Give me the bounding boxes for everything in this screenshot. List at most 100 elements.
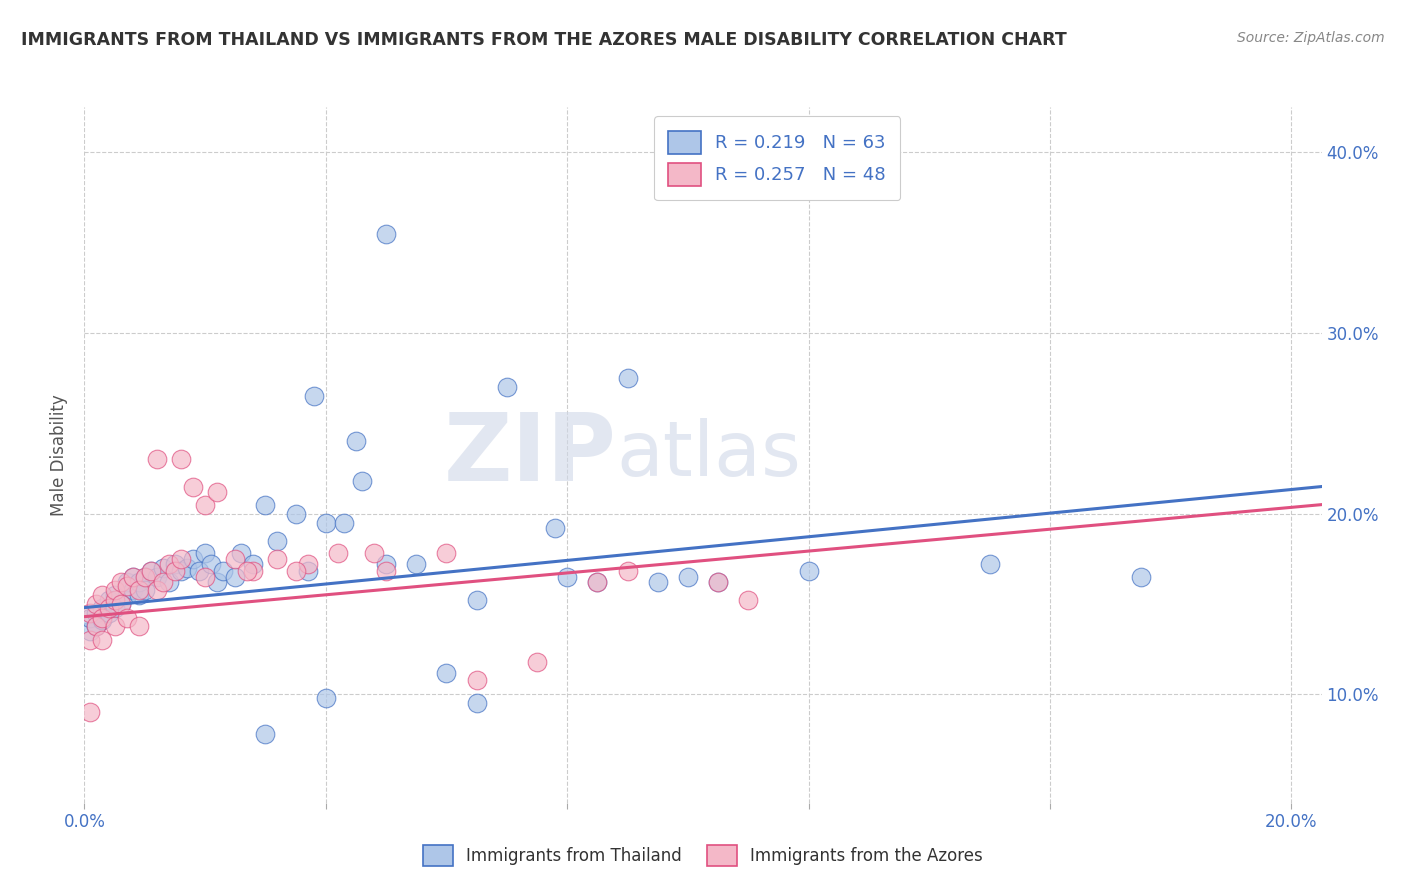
Point bbox=[266, 533, 288, 548]
Point bbox=[326, 546, 349, 560]
Point bbox=[110, 597, 132, 611]
Point bbox=[86, 606, 108, 620]
Point bbox=[86, 597, 108, 611]
Point bbox=[139, 565, 162, 579]
Point bbox=[170, 565, 193, 579]
Point bbox=[205, 485, 228, 500]
Point bbox=[586, 575, 609, 590]
Point bbox=[146, 452, 169, 467]
Point bbox=[134, 582, 156, 597]
Legend: R = 0.219   N = 63, R = 0.257   N = 48: R = 0.219 N = 63, R = 0.257 N = 48 bbox=[654, 116, 900, 201]
Point bbox=[79, 624, 101, 639]
Point bbox=[242, 558, 264, 572]
Point bbox=[266, 551, 288, 566]
Point bbox=[254, 498, 277, 512]
Point bbox=[110, 575, 132, 590]
Point bbox=[103, 600, 125, 615]
Point bbox=[181, 479, 204, 493]
Point bbox=[79, 611, 101, 625]
Point bbox=[91, 600, 114, 615]
Point bbox=[284, 507, 307, 521]
Point bbox=[465, 593, 488, 607]
Point bbox=[97, 593, 120, 607]
Point bbox=[103, 588, 125, 602]
Point bbox=[79, 633, 101, 648]
Point bbox=[375, 565, 398, 579]
Point bbox=[333, 516, 356, 530]
Point bbox=[86, 618, 108, 632]
Point bbox=[436, 546, 458, 560]
Point bbox=[157, 558, 180, 572]
Point bbox=[616, 371, 638, 385]
Point bbox=[1129, 570, 1152, 584]
Point bbox=[103, 593, 125, 607]
Point bbox=[254, 727, 277, 741]
Point bbox=[110, 597, 132, 611]
Y-axis label: Male Disability: Male Disability bbox=[51, 394, 69, 516]
Point bbox=[121, 570, 143, 584]
Point bbox=[676, 570, 699, 584]
Point bbox=[436, 665, 458, 680]
Point bbox=[586, 575, 609, 590]
Point bbox=[297, 565, 319, 579]
Point bbox=[647, 575, 669, 590]
Point bbox=[212, 565, 235, 579]
Point bbox=[163, 558, 186, 572]
Point bbox=[181, 551, 204, 566]
Point bbox=[236, 565, 259, 579]
Point bbox=[79, 706, 101, 720]
Point bbox=[157, 575, 180, 590]
Point bbox=[544, 521, 567, 535]
Point bbox=[115, 611, 138, 625]
Point bbox=[97, 606, 120, 620]
Point bbox=[128, 588, 150, 602]
Point bbox=[315, 516, 337, 530]
Point bbox=[797, 565, 820, 579]
Point bbox=[121, 570, 143, 584]
Point bbox=[128, 582, 150, 597]
Point bbox=[115, 575, 138, 590]
Point bbox=[128, 575, 150, 590]
Point bbox=[91, 633, 114, 648]
Point bbox=[231, 546, 253, 560]
Point bbox=[616, 565, 638, 579]
Point bbox=[405, 558, 427, 572]
Point bbox=[495, 380, 517, 394]
Point bbox=[224, 570, 246, 584]
Point bbox=[115, 588, 138, 602]
Point bbox=[375, 227, 398, 241]
Point bbox=[194, 546, 217, 560]
Text: Source: ZipAtlas.com: Source: ZipAtlas.com bbox=[1237, 31, 1385, 45]
Point bbox=[707, 575, 730, 590]
Point bbox=[737, 593, 759, 607]
Point bbox=[115, 579, 138, 593]
Point bbox=[152, 561, 174, 575]
Point bbox=[297, 558, 319, 572]
Point bbox=[350, 474, 373, 488]
Legend: Immigrants from Thailand, Immigrants from the Azores: Immigrants from Thailand, Immigrants fro… bbox=[415, 837, 991, 875]
Point bbox=[103, 618, 125, 632]
Point bbox=[139, 565, 162, 579]
Point bbox=[134, 570, 156, 584]
Point bbox=[176, 561, 198, 575]
Point bbox=[200, 558, 222, 572]
Point bbox=[284, 565, 307, 579]
Point bbox=[121, 582, 143, 597]
Point bbox=[134, 570, 156, 584]
Point bbox=[79, 606, 101, 620]
Point bbox=[344, 434, 367, 449]
Point bbox=[152, 575, 174, 590]
Point bbox=[97, 600, 120, 615]
Point bbox=[163, 565, 186, 579]
Point bbox=[194, 498, 217, 512]
Point bbox=[224, 551, 246, 566]
Point bbox=[979, 558, 1001, 572]
Point bbox=[375, 558, 398, 572]
Point bbox=[146, 582, 169, 597]
Point bbox=[242, 565, 264, 579]
Text: IMMIGRANTS FROM THAILAND VS IMMIGRANTS FROM THE AZORES MALE DISABILITY CORRELATI: IMMIGRANTS FROM THAILAND VS IMMIGRANTS F… bbox=[21, 31, 1067, 49]
Point bbox=[146, 570, 169, 584]
Point bbox=[170, 551, 193, 566]
Point bbox=[128, 618, 150, 632]
Point bbox=[91, 588, 114, 602]
